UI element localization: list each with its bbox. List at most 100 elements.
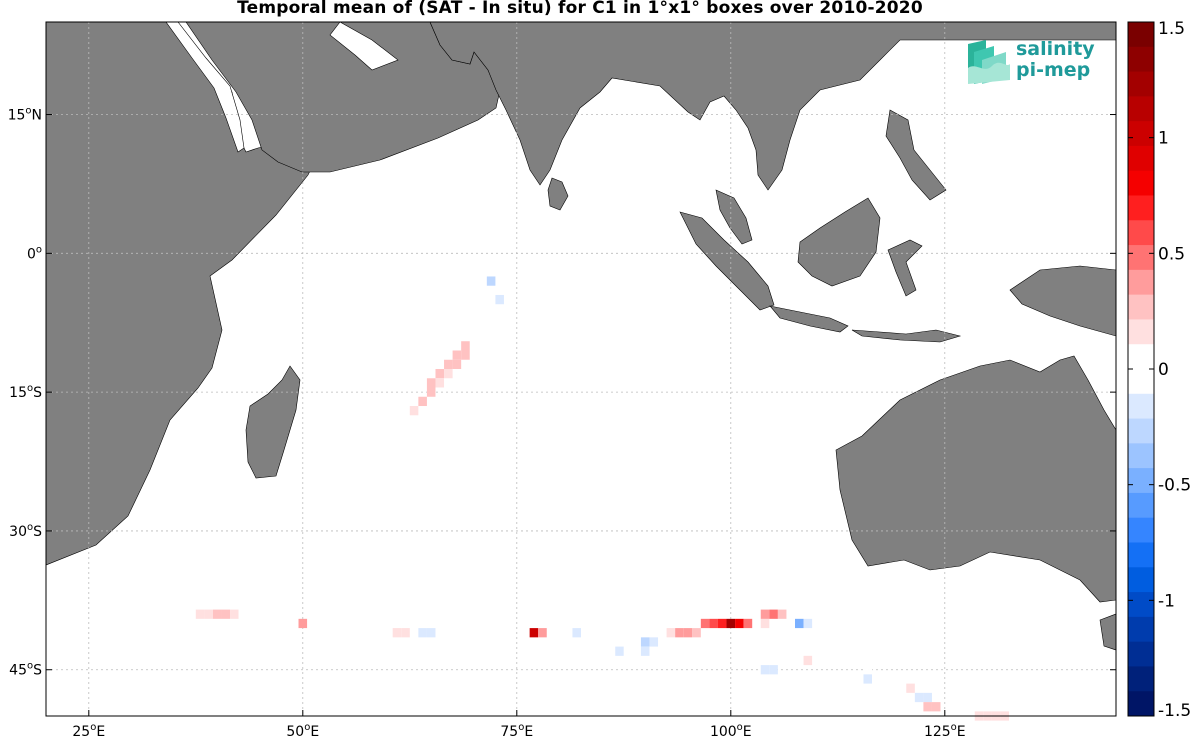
land-philippines: [885, 109, 947, 201]
data-cell: [426, 378, 436, 388]
colorbar-segment: [1128, 46, 1154, 73]
land-java: [769, 305, 849, 333]
data-cell: [392, 628, 402, 638]
land-borneo: [797, 197, 881, 287]
data-cell: [666, 628, 676, 638]
persian-gulf: [329, 22, 399, 71]
map-title: Temporal mean of (SAT - In situ) for C1 …: [237, 0, 923, 18]
land-lesser-sunda: [851, 329, 962, 343]
colorbar-segment: [1128, 592, 1154, 618]
data-cell: [700, 618, 710, 629]
data-cell: [717, 618, 727, 629]
colorbar-segment: [1128, 121, 1154, 147]
lat-tick-label: 0o: [27, 244, 42, 262]
data-cell: [486, 276, 496, 286]
lat-tick-label: 15oS: [9, 383, 42, 401]
colorbar-segment: [1128, 319, 1154, 345]
plot-frame: [45, 21, 1117, 717]
salinity-pi-mep-logo: salinity pi-mep: [966, 38, 1096, 88]
data-cell: [640, 637, 650, 647]
data-cell: [709, 618, 718, 629]
land-malay: [715, 189, 753, 245]
data-cell: [452, 350, 462, 360]
data-cell: [623, 646, 633, 656]
colorbar-segment: [1128, 492, 1154, 519]
data-cell: [923, 692, 932, 703]
colorbar-label: -1.5: [1158, 701, 1191, 721]
colorbar-segment: [1128, 517, 1154, 543]
colorbar-segment: [1128, 691, 1154, 717]
colorbar-segment: [1128, 369, 1154, 395]
colorbar-label: 0.5: [1158, 244, 1185, 264]
data-cell: [204, 609, 213, 619]
colorbar-segment: [1128, 22, 1154, 48]
data-cell: [401, 628, 410, 638]
data-cell: [409, 406, 419, 416]
data-cell: [529, 628, 539, 638]
colorbar-segment: [1128, 616, 1154, 643]
data-cell: [444, 369, 453, 379]
land-tasmania: [1099, 613, 1116, 651]
data-cell: [914, 692, 924, 703]
longitude-ticks: 25oE 50oE 75oE 100oE 125oE: [72, 710, 966, 740]
data-cell: [777, 609, 787, 619]
lat-tick-label: 45oS: [9, 661, 42, 679]
data-cell: [418, 396, 427, 407]
data-cell: [298, 618, 308, 629]
lon-tick-label: 125oE: [924, 722, 966, 740]
colorbar-segment: [1128, 245, 1154, 271]
colorbar-label: -0.5: [1158, 476, 1191, 496]
data-cell: [452, 359, 462, 369]
colorbar-segment: [1128, 666, 1154, 692]
data-cell: [461, 341, 470, 351]
data-cell: [572, 628, 581, 638]
land-sumatra: [679, 211, 775, 311]
data-cell: [426, 628, 436, 638]
colorbar-segment: [1128, 145, 1154, 172]
data-cell: [538, 628, 547, 638]
data-cell: [435, 369, 445, 379]
colorbar-segment: [1128, 269, 1154, 296]
data-cell: [769, 609, 778, 619]
data-cell: [615, 646, 624, 656]
data-cell: [726, 618, 736, 629]
colorbar-segment: [1128, 418, 1154, 444]
colorbar-segment: [1128, 71, 1154, 97]
data-cell: [195, 609, 205, 619]
lon-tick-label: 75oE: [500, 722, 533, 740]
red-sea: [165, 22, 245, 153]
land-new-guinea: [1009, 265, 1116, 337]
data-cell: [461, 350, 470, 360]
data-cell: [444, 359, 453, 369]
land-asia: [429, 22, 1116, 191]
data-cell: [640, 646, 650, 656]
data-cell: [760, 609, 770, 619]
colorbar-segment: [1128, 170, 1154, 196]
colorbar: 1.5 1 0.5 0 -0.5 -1 -1.5: [1127, 19, 1191, 721]
colorbar-segment: [1128, 567, 1154, 593]
data-cell: [786, 646, 795, 656]
land-sri-lanka: [547, 177, 569, 211]
data-cell: [221, 609, 231, 619]
data-cell: [675, 628, 684, 638]
lon-tick-label: 100oE: [710, 722, 752, 740]
data-cell: [760, 618, 770, 629]
data-cell: [435, 378, 445, 388]
data-cell: [803, 655, 813, 666]
data-cell: [230, 609, 239, 619]
data-cell: [418, 628, 427, 638]
data-cell: [803, 618, 813, 629]
data-cell: [795, 618, 804, 629]
colorbar-segment: [1128, 443, 1154, 469]
data-cell: [426, 387, 436, 397]
data-cell: [769, 665, 778, 675]
graticule: [46, 22, 1116, 716]
colorbar-label: 1.5: [1158, 19, 1185, 39]
data-cell: [863, 674, 873, 684]
data-cell: [872, 674, 881, 684]
data-cell: [760, 665, 770, 675]
colorbar-segment: [1128, 393, 1154, 420]
colorbar-segment: [1128, 195, 1154, 221]
lat-tick-label: 30oS: [9, 522, 42, 540]
